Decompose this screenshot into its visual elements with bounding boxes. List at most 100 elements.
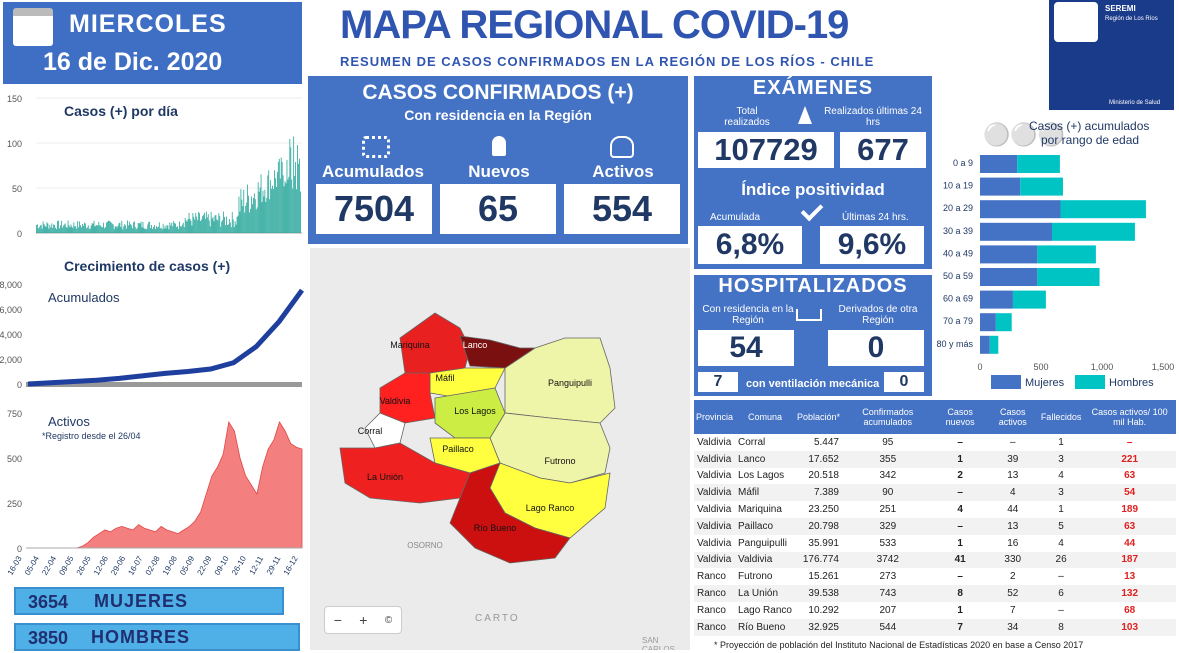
table-cell: 221 [1083, 450, 1176, 468]
daily-bar [300, 191, 301, 233]
daily-bar [69, 227, 71, 233]
daily-bar [183, 227, 185, 233]
table-row: Ranco La Unión 39.538 743 8 52 6 132 [694, 585, 1176, 602]
daily-bar [75, 226, 77, 233]
daily-bar [186, 221, 188, 233]
table-row: Ranco Río Bueno 32.925 544 7 34 8 103 [694, 618, 1176, 636]
age-xtick: 0 [977, 362, 982, 372]
page-subtitle: RESUMEN DE CASOS CONFIRMADOS EN LA REGIÓ… [340, 54, 875, 69]
daily-bar [60, 220, 62, 233]
daily-bar [42, 221, 44, 233]
daily-bar [188, 212, 190, 233]
daily-bar [218, 213, 220, 233]
seremi-ministry: Ministerio de Salud [1109, 100, 1161, 106]
daily-bar [160, 227, 162, 233]
daily-bar [156, 226, 157, 233]
zoom-in-button[interactable]: + [359, 612, 368, 628]
daily-bar [121, 220, 123, 233]
daily-title: Casos (+) por día [64, 103, 178, 119]
table-cell: 132 [1083, 585, 1176, 602]
daily-bar [275, 178, 276, 233]
daily-bar [197, 220, 199, 233]
age-bar-men [1012, 290, 1046, 309]
people-icon: ⚪⚪⚪ [983, 122, 1065, 147]
table-header: Casos activos/ 100 mil Hab. [1091, 407, 1168, 427]
table-cell: Valdivia [694, 467, 736, 485]
daily-bar [250, 208, 251, 233]
daily-bar [128, 225, 129, 233]
daily-bar [45, 226, 47, 233]
daily-bar [153, 226, 154, 233]
daily-bar [177, 226, 178, 233]
daily-bar [256, 207, 258, 233]
daily-bar [255, 209, 257, 233]
daily-bar [225, 225, 226, 233]
daily-bar [157, 226, 159, 233]
daily-bar [158, 222, 160, 233]
daily-bar [224, 216, 225, 233]
daily-bar [150, 228, 152, 233]
exams-panel: EXÁMENES Total realizados Realizados últ… [694, 76, 932, 269]
daily-bar [217, 220, 219, 233]
daily-bar [145, 228, 147, 233]
table-cell: Valdivia [694, 450, 736, 468]
daily-bar [200, 220, 201, 233]
group-icon [362, 136, 390, 158]
table-cell: 1 [933, 450, 987, 468]
daily-bar [190, 220, 192, 233]
table-row: Valdivia Lanco 17.652 355 1 39 3 221 [694, 450, 1176, 468]
daily-bar [88, 228, 90, 233]
hosp-der: 0 [828, 330, 924, 366]
men-count: 3850 [28, 628, 69, 648]
daily-bar [194, 219, 196, 233]
daily-bar [67, 220, 69, 233]
table-row: Valdivia Valdivia 176.774 3742 41 330 26 187 [694, 551, 1176, 569]
daily-bar [240, 189, 242, 233]
flask-icon [798, 106, 812, 124]
daily-bar [178, 228, 179, 233]
cumulative-series-label: Acumulados [48, 290, 120, 305]
date-text: 16 de Dic. 2020 [43, 48, 223, 76]
table-header: Confirmados acumulados [862, 407, 914, 427]
daily-bar [219, 215, 221, 233]
active-title: Activos [48, 414, 90, 429]
value-active: 554 [564, 184, 680, 234]
map-label: Lanco [463, 340, 488, 350]
daily-cases-chart: Casos (+) por día 0 50 100 150 [7, 94, 302, 239]
table-cell: 207 [841, 601, 934, 619]
zoom-out-button[interactable]: − [333, 612, 342, 628]
daily-bar [184, 217, 186, 233]
daily-bar [53, 224, 55, 233]
info-button[interactable]: © [384, 614, 393, 626]
table-cell: 23.250 [794, 501, 842, 518]
age-title-line2: por rango de edad [1041, 133, 1139, 147]
daily-bar [94, 226, 96, 233]
daily-bar [295, 161, 296, 233]
daily-bar [185, 220, 187, 233]
daily-bar [50, 227, 52, 233]
daily-bar [296, 189, 297, 233]
daily-bar [116, 227, 118, 233]
daily-bar [161, 229, 163, 233]
daily-bar [141, 227, 143, 233]
daily-bar [290, 147, 292, 233]
daily-bar [238, 196, 240, 233]
table-cell: 5.447 [794, 434, 842, 451]
table-cell: Río Bueno [735, 618, 795, 636]
lungs-icon [610, 136, 634, 158]
table-cell: 342 [841, 467, 934, 485]
daily-bar [136, 228, 138, 233]
age-category: 80 y más [936, 339, 973, 349]
daily-bar [236, 216, 238, 233]
map-label: Lago Ranco [526, 503, 575, 513]
daily-bar [123, 226, 125, 233]
table-cell: 3742 [841, 551, 934, 569]
table-row: Valdivia Máfil 7.389 90–4 3 54 [694, 484, 1176, 502]
daily-bar [46, 222, 48, 233]
daily-bar [86, 227, 88, 233]
daily-bar [231, 212, 233, 233]
table-cell: 8 [1038, 618, 1084, 636]
active-xtick: 26-10 [230, 554, 248, 577]
daily-bar [227, 224, 228, 233]
table-cell: 41 [933, 551, 987, 569]
